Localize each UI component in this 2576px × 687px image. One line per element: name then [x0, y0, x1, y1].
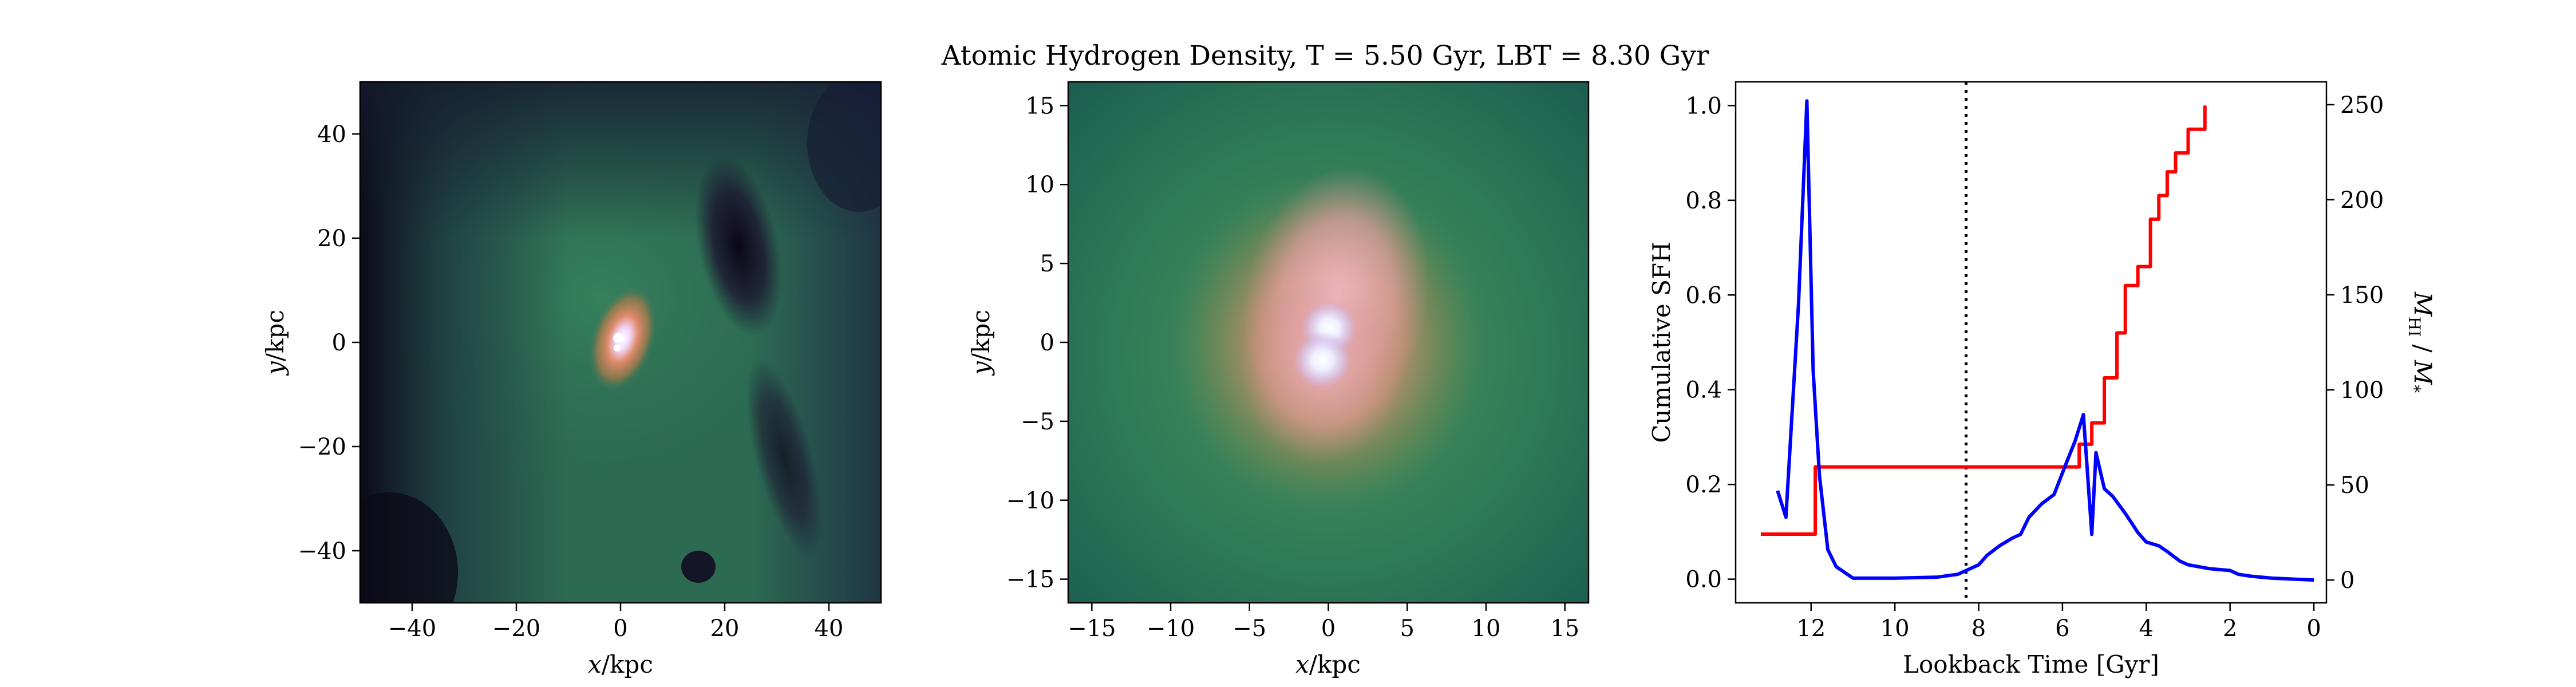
left-x-tick-label: 40 [815, 615, 844, 642]
right-x-tick-label: 0 [2306, 615, 2321, 642]
middle-x-tick-label: −15 [1068, 615, 1116, 642]
middle-x-ticks: −15 −10 −5 0 5 10 15 [1068, 603, 1579, 642]
right-left-y-tick-label: 1.0 [1685, 93, 1722, 119]
right-right-y-tick-label: 200 [2340, 187, 2384, 214]
right-right-y-axis-label: MHI / M* [2405, 291, 2437, 393]
right-x-tick-label: 12 [1796, 615, 1826, 642]
left-x-tick-label: 20 [710, 615, 740, 642]
right-x-tick-label: 6 [2055, 615, 2069, 642]
right-panel: 12 10 8 6 4 2 0 1.0 0.8 0.6 0.4 0.2 0.0 250 200 150 10… [1647, 81, 2437, 678]
middle-y-tick-label: −5 [1021, 409, 1054, 435]
right-left-y-tick-label: 0.0 [1685, 567, 1722, 593]
left-y-tick-label: 20 [317, 226, 346, 252]
figure-title: Atomic Hydrogen Density, T = 5.50 Gyr, L… [941, 40, 1709, 72]
left-x-ticks: −40 −20 0 20 40 [388, 603, 844, 642]
middle-x-tick-label: 15 [1550, 615, 1579, 642]
right-axes-frame [1735, 81, 2328, 604]
left-y-ticks: 40 20 0 −20 −40 [298, 121, 360, 564]
right-x-tick-label: 8 [1971, 615, 1986, 642]
middle-x-tick-label: −5 [1232, 615, 1266, 642]
cumulative-sfh-line [1760, 105, 2207, 536]
middle-y-tick-label: 5 [1040, 251, 1054, 277]
right-right-y-tick-label: 100 [2340, 377, 2384, 404]
middle-panel: −15 −10 −5 0 5 10 15 15 10 5 0 −5 −10 −15 x/kpc y/kp… [967, 81, 1590, 678]
left-x-tick-label: 0 [613, 615, 627, 642]
middle-x-tick-label: 10 [1472, 615, 1501, 642]
right-right-y-tick-label: 50 [2340, 472, 2369, 499]
middle-y-tick-label: 15 [1025, 93, 1054, 119]
middle-y-tick-label: −10 [1006, 488, 1054, 514]
left-y-tick-label: 0 [332, 330, 346, 356]
right-right-y-tick-label: 150 [2340, 282, 2384, 309]
right-x-tick-label: 10 [1880, 615, 1910, 642]
middle-x-axis-label: x/kpc [1295, 650, 1361, 678]
middle-y-axis-label: y/kpc [967, 310, 995, 376]
right-x-tick-label: 4 [2139, 615, 2154, 642]
right-right-y-tick-label: 250 [2340, 92, 2384, 119]
left-x-tick-label: −20 [492, 615, 540, 642]
middle-y-tick-label: 10 [1025, 172, 1054, 198]
middle-x-tick-label: −10 [1147, 615, 1195, 642]
left-y-tick-label: 40 [317, 121, 346, 148]
right-left-y-tick-label: 0.6 [1685, 282, 1722, 309]
middle-y-tick-label: −15 [1006, 567, 1054, 593]
middle-x-tick-label: 0 [1321, 615, 1336, 642]
right-right-y-ticks: 250 200 150 100 50 0 [2326, 92, 2384, 594]
right-left-y-tick-label: 0.8 [1685, 188, 1722, 214]
right-x-axis-label: Lookback Time [Gyr] [1903, 650, 2159, 678]
middle-x-tick-label: 5 [1400, 615, 1415, 642]
left-y-tick-label: −20 [298, 434, 346, 460]
right-left-y-tick-label: 0.4 [1685, 377, 1722, 404]
left-x-tick-label: −40 [388, 615, 436, 642]
hi-stellar-mass-ratio-line [1776, 99, 2314, 582]
left-y-tick-label: −40 [298, 538, 346, 564]
right-left-y-ticks: 1.0 0.8 0.6 0.4 0.2 0.0 [1685, 93, 1736, 593]
right-plot-lines [1760, 82, 2314, 603]
left-y-axis-label: y/kpc [261, 310, 289, 376]
right-right-y-tick-label: 0 [2340, 567, 2354, 594]
left-heatmap-image [360, 82, 881, 603]
middle-y-ticks: 15 10 5 0 −5 −10 −15 [1006, 93, 1068, 593]
left-panel: −40 −20 0 20 40 40 20 0 −20 −40 x/kpc y/kpc [261, 81, 882, 678]
right-left-y-tick-label: 0.2 [1685, 472, 1722, 498]
right-x-ticks: 12 10 8 6 4 2 0 [1796, 603, 2321, 642]
right-left-y-axis-label: Cumulative SFH [1647, 242, 1676, 443]
middle-y-tick-label: 0 [1040, 330, 1054, 356]
right-x-tick-label: 2 [2223, 615, 2237, 642]
middle-heatmap-image [1068, 82, 1589, 603]
left-x-axis-label: x/kpc [588, 650, 653, 678]
